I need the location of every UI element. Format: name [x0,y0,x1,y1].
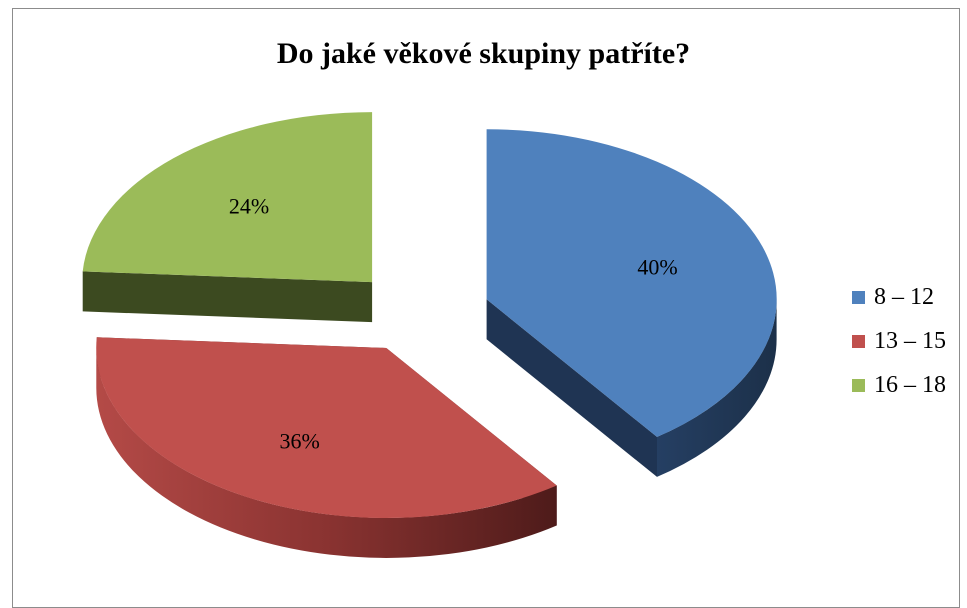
legend-swatch-red [852,334,865,348]
pie-slice-0 [486,129,777,477]
pie-slice-top [486,129,777,437]
legend-swatch-blue [852,290,865,304]
pie-slice-2 [82,112,373,323]
legend-item-16-18: 16 – 18 [852,363,946,407]
legend-swatch-green [852,378,865,392]
data-label: 36% [280,428,320,453]
data-label: 40% [637,255,677,280]
pie-slice-rim [657,299,777,477]
legend-item-13-15: 13 – 15 [852,319,946,363]
pie-slice-rim [96,348,557,558]
chart-title: Do jaké věkové skupiny patříte? [276,37,691,70]
legend-item-8-12: 8 – 12 [852,275,946,319]
pie-slice-top [96,337,557,518]
pie-slice-1 [96,337,557,558]
legend-label: 16 – 18 [874,371,946,398]
legend: 8 – 12 13 – 15 16 – 18 [852,275,946,407]
data-label: 24% [229,193,269,218]
pie-slice-wall [82,271,373,323]
legend-label: 13 – 15 [874,327,946,354]
pie-slice-wall [486,299,657,477]
legend-label: 8 – 12 [874,283,934,310]
pie-chart: 24% 40% 36% [82,112,777,558]
pie-slice-top [82,112,373,283]
